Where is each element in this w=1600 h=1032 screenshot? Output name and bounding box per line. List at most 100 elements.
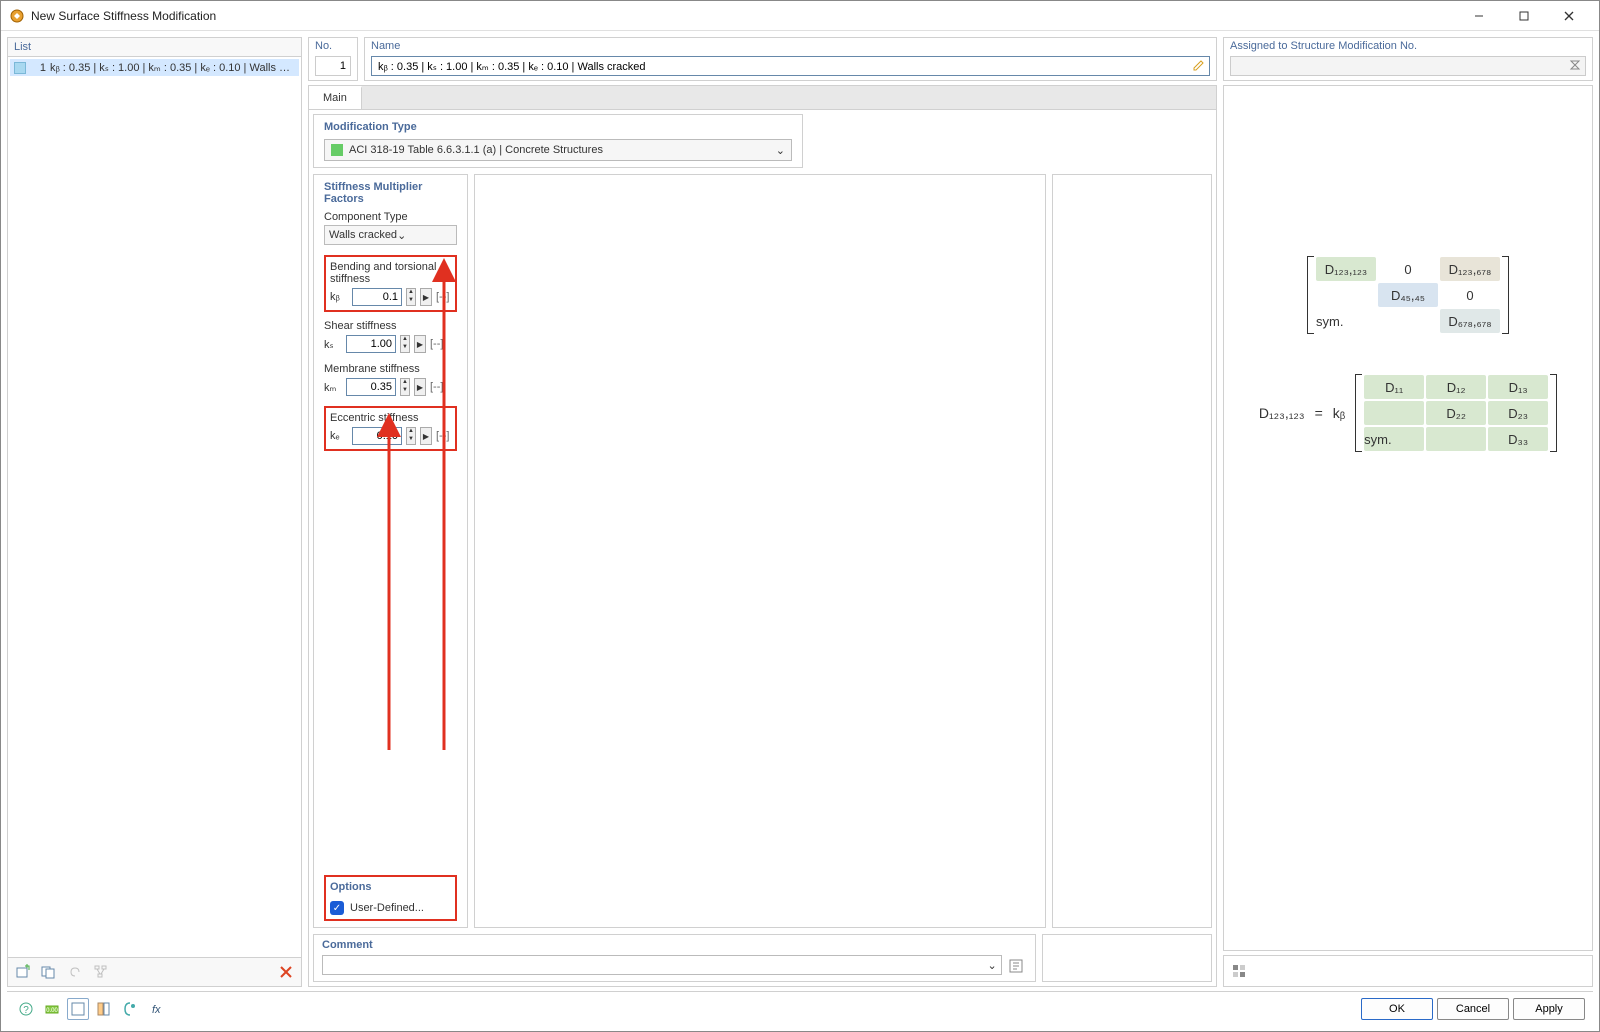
bending-unit: [--]	[436, 291, 449, 303]
eccentric-unit: [--]	[436, 430, 449, 442]
svg-text:0.00: 0.00	[46, 1008, 58, 1014]
cancel-button[interactable]: Cancel	[1437, 998, 1509, 1020]
m1-r3c2	[1378, 309, 1438, 333]
bending-label: Bending and torsional stiffness	[330, 261, 451, 285]
comment-edit-button[interactable]	[1006, 955, 1027, 977]
list-body[interactable]: 1 kᵦ : 0.35 | kₛ : 1.00 | kₘ : 0.35 | kₑ…	[8, 57, 301, 957]
list-item-text: kᵦ : 0.35 | kₛ : 1.00 | kₘ : 0.35 | kₑ :…	[50, 61, 295, 74]
m1-r3c3: D₆₇₈,₆₇₈	[1440, 309, 1500, 333]
assigned-pick-button[interactable]	[1566, 56, 1584, 74]
copy-item-button[interactable]	[38, 961, 60, 983]
window: New Surface Stiffness Modification List …	[0, 0, 1600, 1032]
no-input[interactable]	[315, 56, 351, 76]
membrane-spinner[interactable]: ▲▼	[400, 378, 410, 396]
m1-r1c3: D₁₂₃,₆₇₈	[1440, 257, 1500, 281]
view-button-3[interactable]	[119, 998, 141, 1020]
comment-side-panel	[1042, 934, 1212, 982]
view-button-2[interactable]	[93, 998, 115, 1020]
header-row: No. Name	[308, 37, 1217, 81]
m1-r2c3: 0	[1440, 283, 1500, 307]
main-row: List 1 kᵦ : 0.35 | kₛ : 1.00 | kₘ : 0.35…	[7, 37, 1593, 987]
bending-symbol: kᵦ	[330, 291, 348, 303]
comment-dropdown[interactable]: ⌄	[322, 955, 1002, 975]
tab-area: Main Modification Type ACI 318-19 Table …	[308, 85, 1217, 987]
delete-item-button[interactable]	[275, 961, 297, 983]
modification-type-title: Modification Type	[324, 121, 792, 133]
units-button[interactable]: 0.00	[41, 998, 63, 1020]
tab-main[interactable]: Main	[309, 86, 362, 109]
m1-r2c1	[1316, 283, 1376, 307]
m2-r3c3: D₃₃	[1488, 427, 1548, 451]
apply-button[interactable]: Apply	[1513, 998, 1585, 1020]
membrane-label: Membrane stiffness	[324, 363, 457, 375]
middle-right-blank-panel	[1052, 174, 1212, 928]
comment-box: Comment ⌄	[313, 934, 1036, 982]
shear-label: Shear stiffness	[324, 320, 457, 332]
shear-step-button[interactable]: ▶	[414, 335, 426, 353]
m2-r1c2: D₁₂	[1426, 375, 1486, 399]
middle-blank-panel	[474, 174, 1046, 928]
m2-r3c1: sym.	[1364, 427, 1424, 451]
right-panel: Assigned to Structure Modification No. D…	[1223, 37, 1593, 987]
component-type-value: Walls cracked	[329, 229, 397, 241]
eccentric-symbol: kₑ	[330, 430, 348, 442]
eccentric-input[interactable]	[352, 427, 402, 445]
shear-input[interactable]	[346, 335, 396, 353]
membrane-symbol: kₘ	[324, 381, 342, 394]
user-defined-label: User-Defined...	[350, 902, 424, 914]
options-title: Options	[330, 881, 451, 893]
user-defined-row[interactable]: ✓ User-Defined...	[330, 901, 451, 915]
eccentric-spinner[interactable]: ▲▼	[406, 427, 416, 445]
eq-lhs: D₁₂₃,₁₂₃	[1259, 405, 1305, 421]
maximize-button[interactable]	[1501, 2, 1546, 30]
options-box: Options ✓ User-Defined...	[330, 881, 451, 915]
user-defined-checkbox[interactable]: ✓	[330, 901, 344, 915]
shear-spinner[interactable]: ▲▼	[400, 335, 410, 353]
m2-r1c3: D₁₃	[1488, 375, 1548, 399]
shear-symbol: kₛ	[324, 338, 342, 351]
m1-r1c2: 0	[1378, 257, 1438, 281]
matrix-view-button[interactable]	[1228, 960, 1250, 982]
tree-button[interactable]	[90, 961, 112, 983]
membrane-step-button[interactable]: ▶	[414, 378, 426, 396]
help-button[interactable]: ?	[15, 998, 37, 1020]
close-button[interactable]	[1546, 2, 1591, 30]
body-area: List 1 kᵦ : 0.35 | kₛ : 1.00 | kₘ : 0.35…	[1, 31, 1599, 1031]
view-button-4[interactable]: fx	[145, 998, 167, 1020]
list-item[interactable]: 1 kᵦ : 0.35 | kₛ : 1.00 | kₘ : 0.35 | kₑ…	[10, 59, 299, 76]
membrane-input[interactable]	[346, 378, 396, 396]
bending-step-button[interactable]: ▶	[420, 288, 432, 306]
component-type-dropdown[interactable]: Walls cracked ⌄	[324, 225, 457, 245]
minimize-button[interactable]	[1456, 2, 1501, 30]
assigned-input[interactable]	[1230, 56, 1586, 76]
m1-r3c1: sym.	[1316, 309, 1376, 333]
matrix-toolbar	[1223, 955, 1593, 987]
shear-unit: [--]	[430, 338, 443, 350]
bending-spinner[interactable]: ▲▼	[406, 288, 416, 306]
view-button-1[interactable]	[67, 998, 89, 1020]
component-type-label: Component Type	[324, 211, 457, 223]
m1-r1c1: D₁₂₃,₁₂₃	[1316, 257, 1376, 281]
factor-membrane: Membrane stiffness kₘ ▲▼ ▶ [--]	[324, 363, 457, 396]
eq-equals: =	[1315, 405, 1323, 421]
link-button[interactable]	[64, 961, 86, 983]
m2-r1c1: D₁₁	[1364, 375, 1424, 399]
name-input[interactable]	[371, 56, 1210, 76]
svg-text:?: ?	[23, 1005, 29, 1016]
middle-panel: No. Name Main	[308, 37, 1217, 987]
factor-eccentric: Eccentric stiffness kₑ ▲▼ ▶ [--]	[330, 412, 451, 445]
name-box: Name	[364, 37, 1217, 81]
bending-input[interactable]	[352, 288, 402, 306]
stiffness-title: Stiffness Multiplier Factors	[324, 181, 457, 205]
name-edit-icon[interactable]	[1190, 56, 1208, 74]
modification-type-dropdown[interactable]: ACI 318-19 Table 6.6.3.1.1 (a) | Concret…	[324, 139, 792, 161]
matrix-equation: D₁₂₃,₁₂₃ = kᵦ D₁₁ D₁₂ D₁₃ D₂₂	[1259, 374, 1557, 452]
no-label: No.	[315, 40, 351, 52]
new-item-button[interactable]	[12, 961, 34, 983]
ok-button[interactable]: OK	[1361, 998, 1433, 1020]
m1-r2c2: D₄₅,₄₅	[1378, 283, 1438, 307]
eccentric-step-button[interactable]: ▶	[420, 427, 432, 445]
chevron-down-icon: ⌄	[988, 959, 997, 972]
eccentric-label: Eccentric stiffness	[330, 412, 451, 424]
list-toolbar	[8, 957, 301, 986]
